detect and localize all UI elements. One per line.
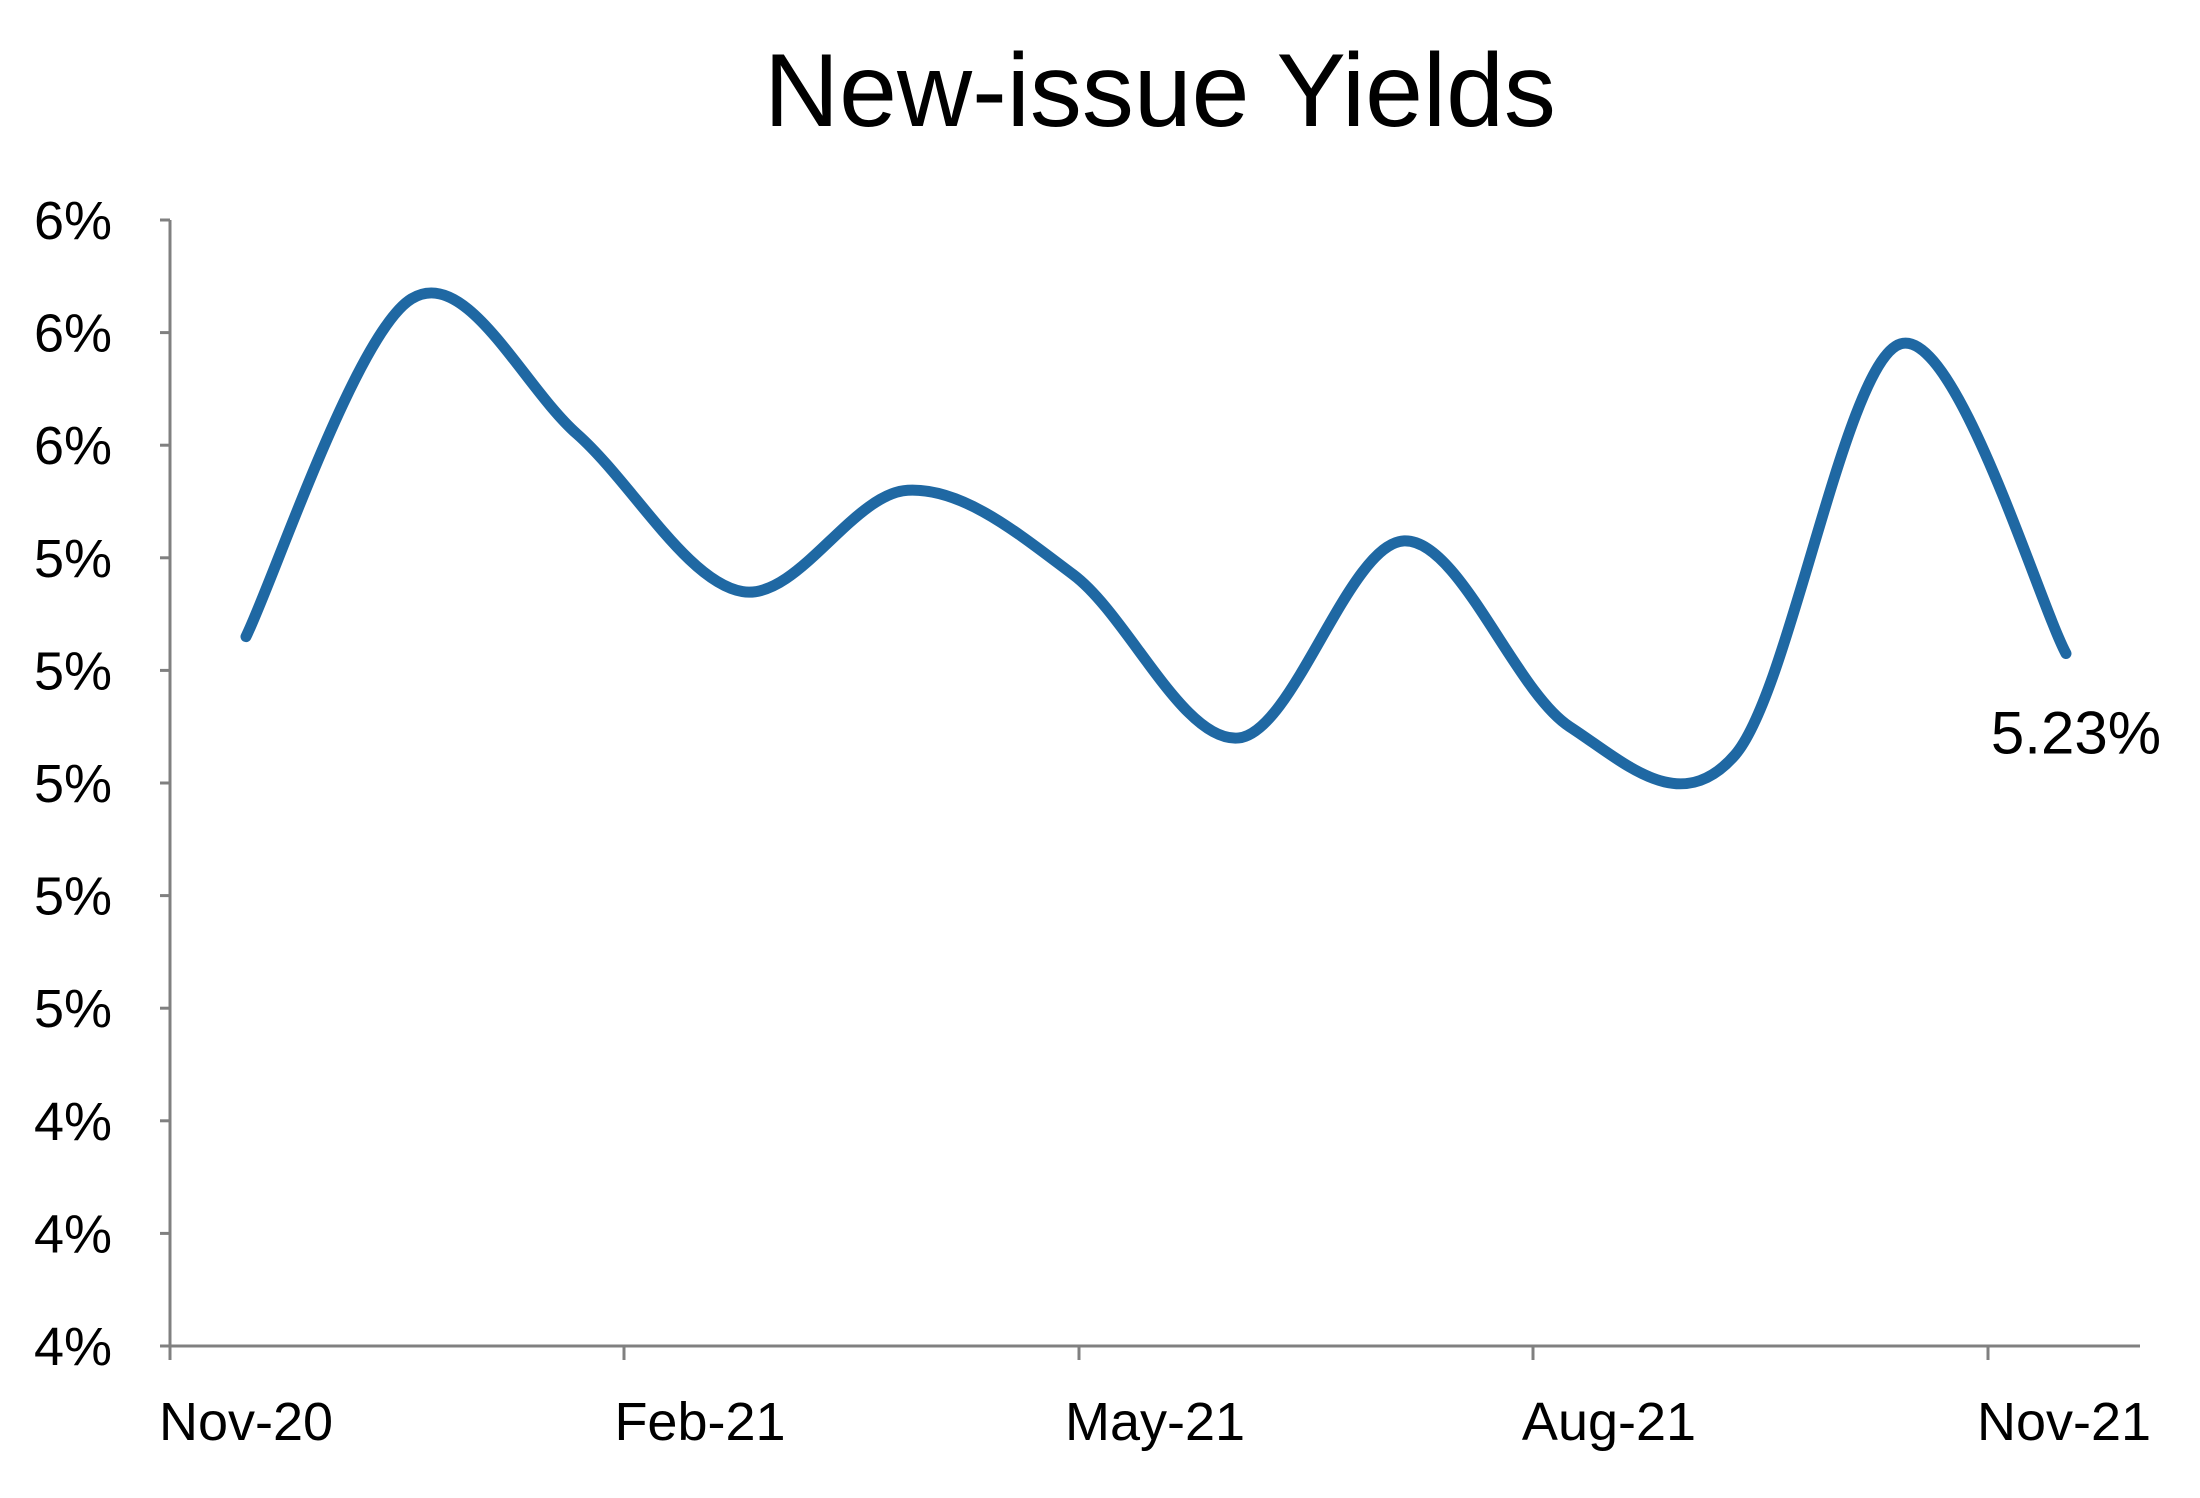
data-label: 5.23% bbox=[1991, 700, 2161, 767]
y-tick-label: 5% bbox=[34, 641, 112, 701]
y-tick-label: 6% bbox=[34, 304, 112, 364]
x-tick-label: Aug-21 bbox=[1522, 1392, 1696, 1452]
y-axis: 4% 4% 4% 5% 5% 5% 5% 5% 6% 6% 6% bbox=[34, 191, 172, 1377]
chart-title: New-issue Yields bbox=[764, 33, 1556, 149]
y-tick-label: 5% bbox=[34, 979, 112, 1039]
y-tick-label: 6% bbox=[34, 191, 112, 251]
annotation-group: 5.23% bbox=[1991, 700, 2161, 767]
x-tick-label: Feb-21 bbox=[614, 1392, 785, 1452]
y-tick-label: 6% bbox=[34, 416, 112, 476]
x-tick-label: Nov-21 bbox=[1977, 1392, 2151, 1452]
y-tick-label: 4% bbox=[34, 1317, 112, 1377]
y-tick-label: 4% bbox=[34, 1204, 112, 1264]
y-tick-label: 5% bbox=[34, 867, 112, 927]
y-tick-label: 5% bbox=[34, 754, 112, 814]
y-tick-label: 5% bbox=[34, 529, 112, 589]
x-tick-label: May-21 bbox=[1065, 1392, 1245, 1452]
series-group bbox=[240, 287, 2072, 790]
x-axis: Nov-20 Feb-21 May-21 Aug-21 Nov-21 bbox=[159, 1344, 2151, 1452]
series-line bbox=[240, 287, 2072, 790]
y-tick-label: 4% bbox=[34, 1092, 112, 1152]
x-tick-label: Nov-20 bbox=[159, 1392, 333, 1452]
